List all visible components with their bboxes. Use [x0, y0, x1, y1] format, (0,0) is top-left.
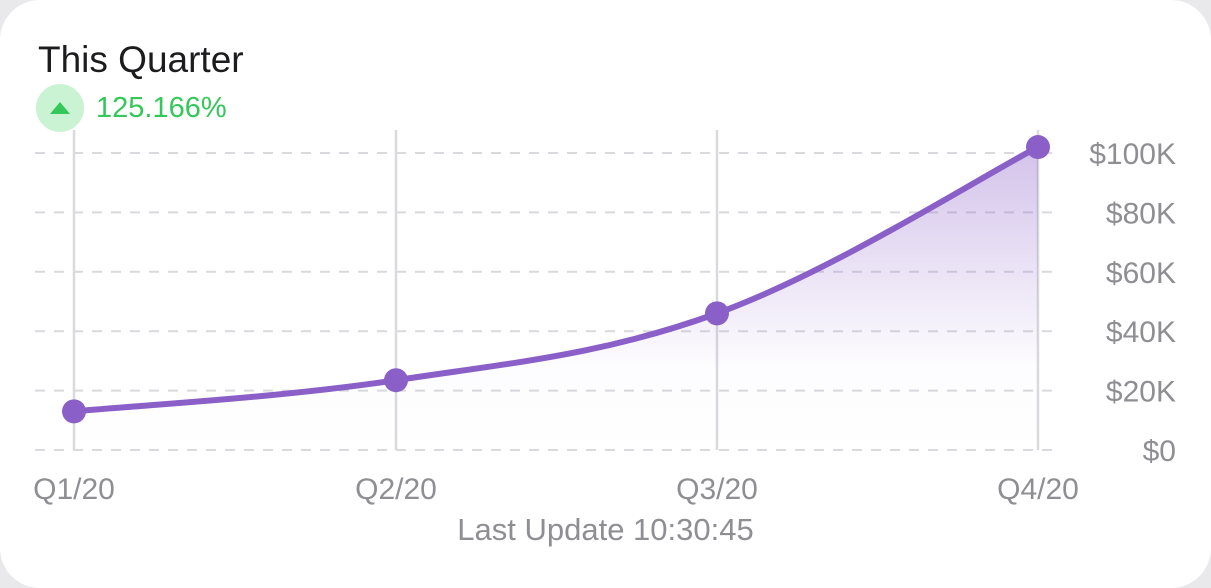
data-point: [384, 368, 408, 393]
x-tick-label: Q3/20: [676, 473, 758, 506]
data-point: [1026, 135, 1050, 160]
data-point: [705, 301, 729, 326]
y-tick-label: $20K: [1106, 376, 1176, 409]
x-tick-label: Q4/20: [997, 473, 1079, 506]
y-tick-label: $40K: [1106, 316, 1176, 349]
x-tick-label: Q1/20: [33, 473, 115, 506]
y-tick-label: $60K: [1106, 257, 1176, 290]
x-tick-label: Q2/20: [355, 473, 437, 506]
card-title: This Quarter: [38, 39, 244, 80]
change-indicator: 125.166%: [36, 84, 227, 132]
change-percent: 125.166%: [96, 91, 227, 124]
y-tick-label: $100K: [1089, 138, 1176, 171]
triangle-up-icon: [36, 84, 84, 132]
data-point: [62, 399, 86, 424]
y-tick-label: $80K: [1106, 197, 1176, 230]
y-tick-label: $0: [1143, 435, 1176, 468]
last-update-label: Last Update 10:30:45: [457, 512, 754, 547]
series-line: [71, 144, 1041, 415]
area-fill: [74, 147, 1038, 450]
